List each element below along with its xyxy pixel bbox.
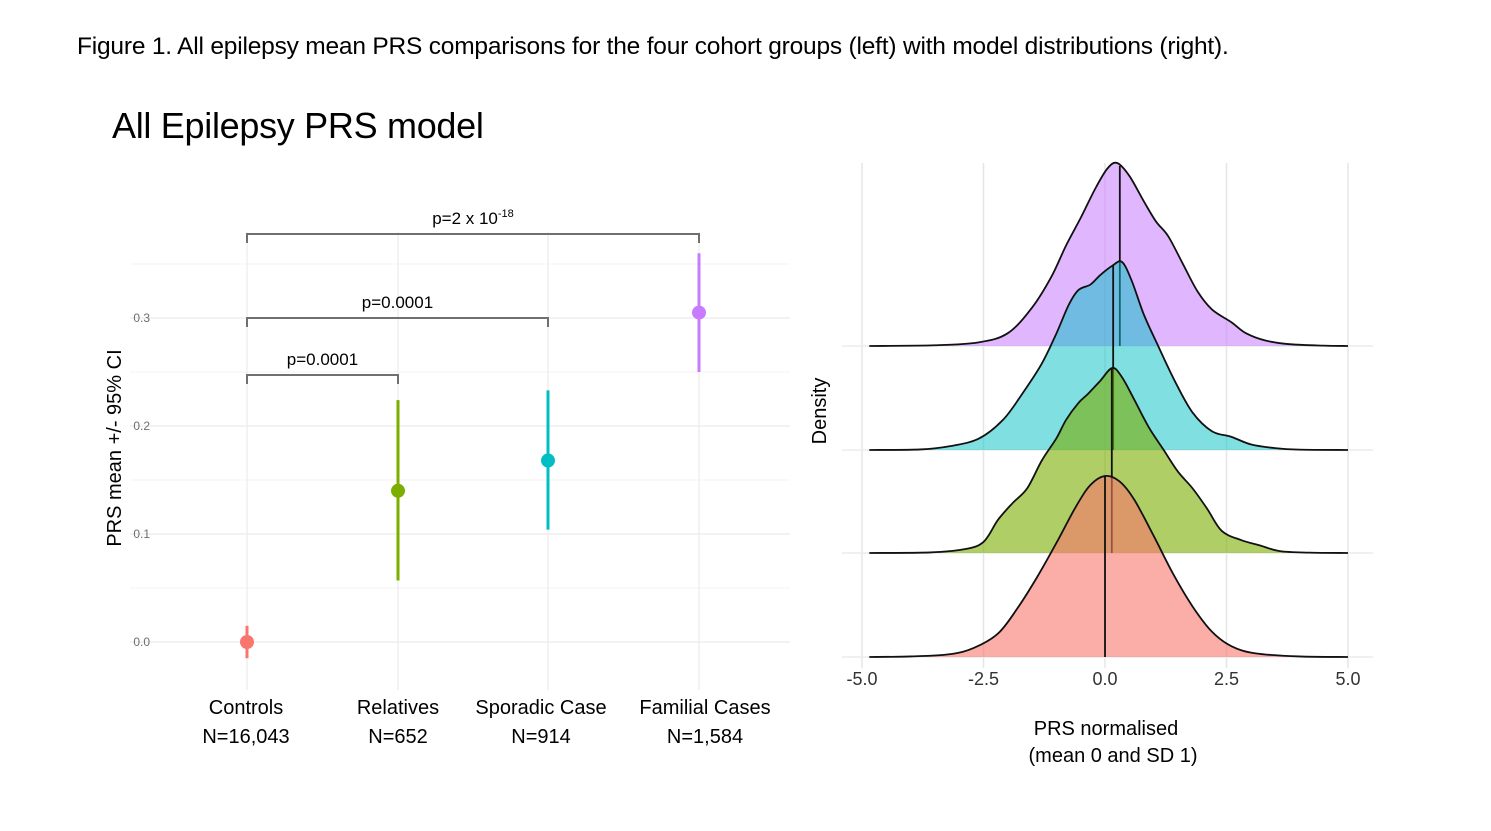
mean-point-relatives	[391, 483, 405, 498]
density-ridges	[869, 161, 1349, 658]
density-fill-familial-cases	[869, 162, 1348, 346]
category-label: Relatives	[357, 697, 439, 719]
mean-point-controls	[240, 635, 254, 649]
left-panel-title: All Epilepsy PRS model	[112, 105, 484, 146]
category-n-label: N=16,043	[202, 726, 289, 748]
density-outline-sporadic-case	[869, 260, 1349, 451]
significance-brackets: p=0.0001 p=0.0001 p=2 x 10-18	[246, 208, 700, 384]
y-tick-label: 0.2	[133, 419, 150, 433]
y-tick-label: 0.0	[133, 635, 150, 649]
p-value-label: p=0.0001	[287, 350, 358, 369]
left-y-tick-labels: 0.0 0.1 0.2 0.3	[133, 311, 150, 649]
category-label: Sporadic Case	[475, 697, 606, 719]
left-y-axis-title: PRS mean +/- 95% CI	[104, 349, 126, 546]
comparison-bracket	[246, 233, 700, 243]
category-n-label: N=1,584	[667, 726, 743, 748]
left-gridlines	[130, 232, 790, 690]
density-fill-sporadic-case	[869, 261, 1348, 450]
y-tick-label: 0.3	[133, 311, 150, 325]
right-y-axis-title: Density	[809, 378, 831, 445]
category-labels: Controls N=16,043 Relatives N=652 Sporadic C…	[202, 697, 770, 748]
pointrange-chart: 0.0 0.1 0.2 0.3 p=0.0001 p=0.0001 p=2 x 10-18…	[104, 208, 790, 748]
figure-caption: Figure 1. All epilepsy mean PRS comparis…	[77, 33, 1229, 60]
comparison-bracket	[246, 374, 399, 384]
comparison-bracket	[246, 317, 549, 327]
x-tick-label: 2.5	[1214, 669, 1239, 689]
x-tick-label: -5.0	[846, 669, 877, 689]
x-tick-label: 0.0	[1092, 669, 1117, 689]
y-tick-label: 0.1	[133, 527, 150, 541]
right-x-tick-labels: -5.0 -2.5 0.0 2.5 5.0	[846, 669, 1360, 689]
category-label: Controls	[209, 697, 283, 719]
right-x-axis-title-line1: PRS normalised	[1034, 718, 1179, 740]
density-fill-controls	[869, 475, 1348, 657]
p-value-label: p=2 x 10-18	[432, 208, 514, 228]
density-outline-controls	[869, 475, 1349, 658]
density-outline-relatives	[869, 367, 1349, 554]
x-tick-label: -2.5	[968, 669, 999, 689]
x-tick-label: 5.0	[1335, 669, 1360, 689]
pointrange-marks	[240, 253, 706, 659]
category-n-label: N=914	[511, 726, 571, 748]
p-value-label: p=0.0001	[362, 293, 433, 312]
category-n-label: N=652	[368, 726, 428, 748]
right-x-axis-title-line2: (mean 0 and SD 1)	[1029, 745, 1198, 767]
mean-point-familial-cases	[692, 305, 706, 320]
density-fill-relatives	[869, 367, 1348, 553]
right-gridlines	[842, 163, 1373, 668]
density-outline-familial-cases	[869, 161, 1349, 347]
category-label: Familial Cases	[639, 697, 770, 719]
mean-point-sporadic-case	[541, 453, 555, 468]
